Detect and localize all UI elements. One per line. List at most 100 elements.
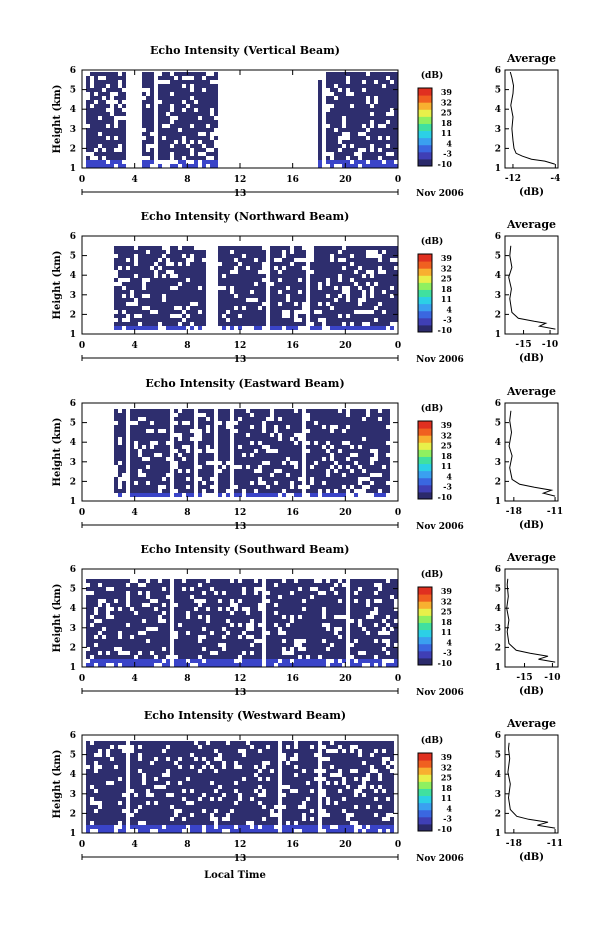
heatmap-cell xyxy=(102,583,106,587)
heatmap-cell xyxy=(362,583,366,587)
heatmap-cell xyxy=(338,651,342,655)
heatmap-cell xyxy=(106,745,110,749)
heatmap-cell xyxy=(222,607,226,611)
heatmap-cell xyxy=(370,409,374,413)
heatmap-cell xyxy=(118,120,122,124)
heatmap-cell xyxy=(138,306,142,310)
heatmap-cell xyxy=(246,270,250,274)
heatmap-cell xyxy=(250,433,254,437)
colorbar-tick-label: 18 xyxy=(441,451,453,461)
heatmap-cell xyxy=(202,164,206,168)
heatmap-cell xyxy=(298,619,302,623)
heatmap-cell xyxy=(226,306,230,310)
heatmap-cell xyxy=(350,623,354,627)
heatmap-cell xyxy=(166,421,170,425)
heatmap-cell xyxy=(110,777,114,781)
heatmap-cell xyxy=(146,266,150,270)
heatmap-cell xyxy=(154,298,158,302)
heatmap-cell xyxy=(226,314,230,318)
heatmap-cell xyxy=(226,250,230,254)
heatmap-cell xyxy=(286,481,290,485)
heatmap-cell xyxy=(198,100,202,104)
heatmap-cell xyxy=(278,655,282,659)
heatmap-cell xyxy=(94,825,98,829)
heatmap-cell xyxy=(242,445,246,449)
heatmap-cell xyxy=(110,148,114,152)
heatmap-cell xyxy=(382,92,386,96)
heatmap-cell xyxy=(326,409,330,413)
heatmap-cell xyxy=(166,116,170,120)
heatmap-cell xyxy=(126,587,130,591)
heatmap-cell xyxy=(142,425,146,429)
heatmap-cell xyxy=(294,611,298,615)
heatmap-cell xyxy=(218,441,222,445)
heatmap-cell xyxy=(154,250,158,254)
heatmap-cell xyxy=(90,659,94,663)
heatmap-cell xyxy=(206,603,210,607)
heatmap-cell xyxy=(130,619,134,623)
heatmap-cell xyxy=(346,461,350,465)
heatmap-cell xyxy=(118,797,122,801)
heatmap-cell xyxy=(130,298,134,302)
heatmap-cell xyxy=(146,314,150,318)
heatmap-cell xyxy=(202,655,206,659)
heatmap-cell xyxy=(286,631,290,635)
heatmap-cell xyxy=(274,322,278,326)
heatmap-cell xyxy=(274,290,278,294)
heatmap-cell xyxy=(158,124,162,128)
heatmap-cell xyxy=(246,306,250,310)
heatmap-cell xyxy=(358,274,362,278)
heatmap-cell xyxy=(386,274,390,278)
heatmap-cell xyxy=(218,457,222,461)
heatmap-cell xyxy=(218,425,222,429)
heatmap-cell xyxy=(258,294,262,298)
heatmap-cell xyxy=(150,469,154,473)
x-tick-label: 0 xyxy=(79,341,85,351)
heatmap-cell xyxy=(338,595,342,599)
heatmap-cell xyxy=(318,587,322,591)
heatmap-cell xyxy=(334,635,338,639)
heatmap-cell xyxy=(198,627,202,631)
heatmap-cell xyxy=(366,433,370,437)
heatmap-cell xyxy=(198,314,202,318)
heatmap-cell xyxy=(330,290,334,294)
heatmap-cell xyxy=(258,647,262,651)
heatmap-cell xyxy=(246,445,250,449)
heatmap-cell xyxy=(142,587,146,591)
heatmap-cell xyxy=(286,599,290,603)
heatmap-cell xyxy=(378,647,382,651)
heatmap-cell xyxy=(90,639,94,643)
heatmap-cell xyxy=(350,599,354,603)
heatmap-cell xyxy=(318,88,322,92)
heatmap-cell xyxy=(294,477,298,481)
heatmap-cell xyxy=(190,270,194,274)
heatmap-cell xyxy=(210,655,214,659)
heatmap-cell xyxy=(338,631,342,635)
heatmap-cell xyxy=(386,485,390,489)
heatmap-cell xyxy=(162,481,166,485)
heatmap-cell xyxy=(190,92,194,96)
heatmap-cell xyxy=(210,425,214,429)
heatmap-cell xyxy=(378,274,382,278)
heatmap-cell xyxy=(238,449,242,453)
heatmap-cell xyxy=(114,96,118,100)
heatmap-cell xyxy=(114,425,118,429)
heatmap-cell xyxy=(310,429,314,433)
heatmap-cell xyxy=(254,627,258,631)
heatmap-cell xyxy=(174,623,178,627)
heatmap-cell xyxy=(290,477,294,481)
heatmap-cell xyxy=(306,595,310,599)
heatmap-cell xyxy=(310,659,314,663)
y-tick-label: 4 xyxy=(70,271,76,281)
heatmap-cell xyxy=(322,278,326,282)
heatmap-cell xyxy=(210,409,214,413)
heatmap-cell xyxy=(278,266,282,270)
heatmap-cell xyxy=(394,655,398,659)
heatmap-cell xyxy=(382,623,386,627)
heatmap-cell xyxy=(178,611,182,615)
heatmap-cell xyxy=(114,88,118,92)
heatmap-cell xyxy=(338,306,342,310)
heatmap-cell xyxy=(318,583,322,587)
heatmap-cell xyxy=(214,639,218,643)
heatmap-cell xyxy=(386,160,390,164)
